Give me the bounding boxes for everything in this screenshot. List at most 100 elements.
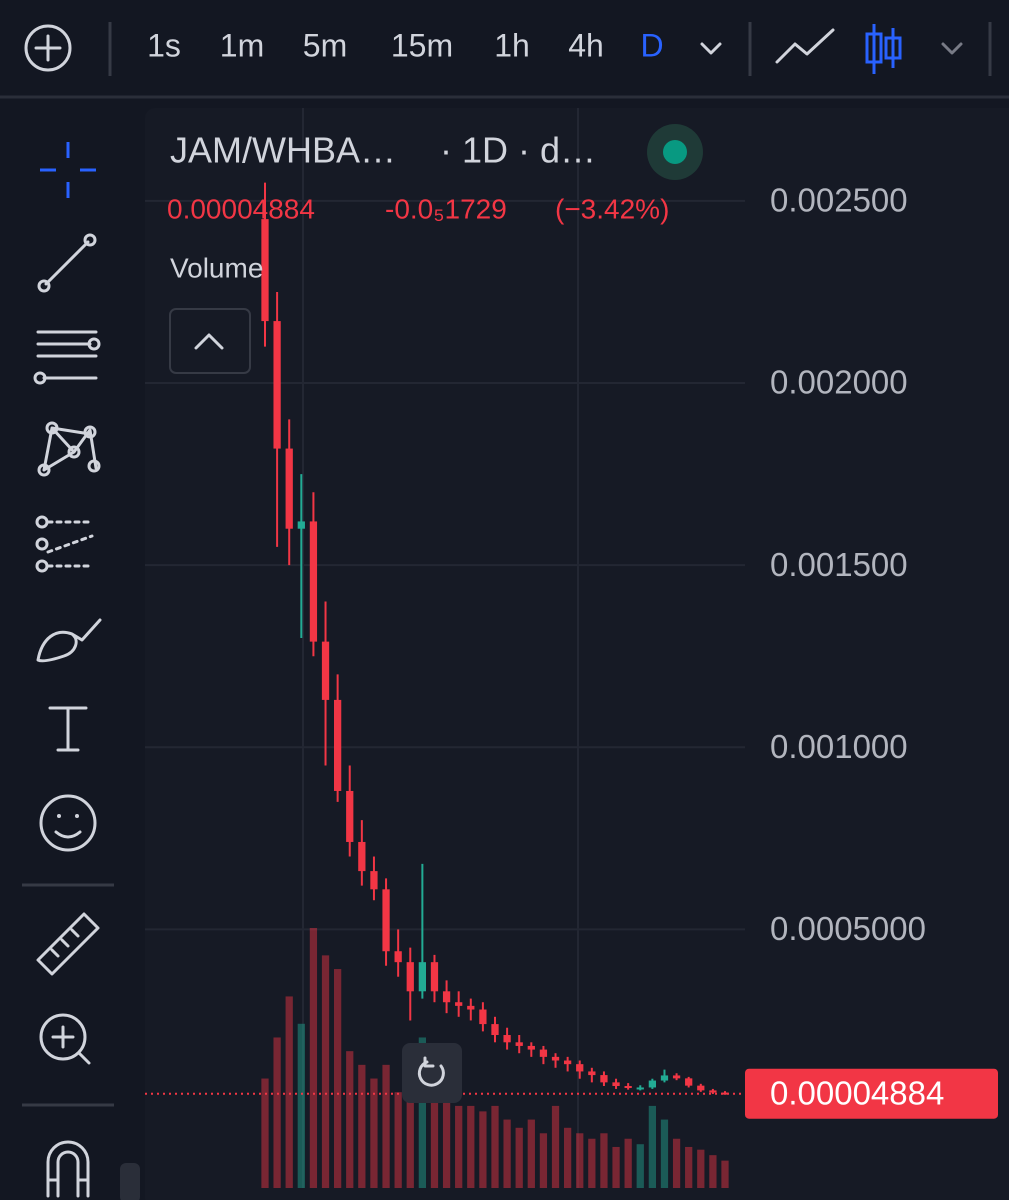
candle-body bbox=[382, 889, 390, 952]
chart-type-dropdown[interactable] bbox=[941, 42, 963, 55]
volume-bar bbox=[636, 1144, 644, 1188]
interval-exchange: · 1D · d… bbox=[440, 130, 596, 171]
candle-chart-button[interactable] bbox=[865, 24, 902, 74]
candle-body bbox=[479, 1009, 487, 1025]
price-axis-label: 0.002500 bbox=[770, 182, 908, 219]
change-percent: (−3.42%) bbox=[555, 193, 669, 224]
magnet-tool[interactable] bbox=[46, 1140, 90, 1198]
candle-body bbox=[697, 1085, 705, 1091]
candle-body bbox=[539, 1049, 548, 1057]
volume-bar bbox=[418, 1037, 426, 1188]
interval-button[interactable]: D bbox=[640, 27, 663, 63]
volume-bar bbox=[672, 1138, 681, 1188]
volume-bar bbox=[564, 1127, 572, 1188]
candle-body bbox=[648, 1080, 656, 1088]
volume-bar bbox=[442, 1092, 451, 1188]
pattern-tool[interactable] bbox=[37, 421, 101, 477]
candle-body bbox=[672, 1075, 681, 1079]
volume-bar bbox=[370, 1078, 378, 1188]
brush-tool[interactable] bbox=[36, 618, 102, 663]
interval-dropdown[interactable] bbox=[700, 42, 722, 55]
volume-bar bbox=[309, 928, 318, 1188]
volume-bar bbox=[551, 1105, 560, 1188]
candle-body bbox=[406, 962, 414, 992]
collapse-toolbar[interactable] bbox=[120, 1163, 140, 1200]
candle-body bbox=[551, 1056, 560, 1061]
volume-bar bbox=[346, 1051, 354, 1188]
measure-tool[interactable] bbox=[36, 912, 100, 976]
candle-body bbox=[503, 1035, 511, 1043]
volume-bar bbox=[576, 1133, 584, 1188]
candle-body bbox=[576, 1064, 584, 1072]
volume-bar bbox=[297, 1023, 305, 1188]
change: -0.0₅1729 bbox=[385, 193, 507, 224]
line-chart-button[interactable] bbox=[775, 28, 835, 64]
volume-bar bbox=[527, 1119, 535, 1188]
reset-button[interactable] bbox=[402, 1043, 462, 1103]
interval-button[interactable]: 15m bbox=[391, 27, 453, 63]
collapse-legend-button[interactable] bbox=[169, 308, 251, 374]
volume-bar bbox=[358, 1064, 366, 1188]
status-dot bbox=[663, 140, 687, 164]
candle-body bbox=[660, 1075, 669, 1081]
volume-bar bbox=[479, 1111, 487, 1188]
indicator-label: Volume bbox=[170, 252, 263, 283]
volume-bar bbox=[709, 1155, 717, 1188]
price: 0.00004884 bbox=[167, 193, 315, 224]
last-price-label: 0.00004884 bbox=[770, 1074, 944, 1111]
volume-bar bbox=[273, 1037, 281, 1188]
volume-bar bbox=[624, 1138, 632, 1188]
candle-body bbox=[685, 1078, 693, 1086]
volume-bar bbox=[394, 1092, 402, 1188]
candle-body bbox=[285, 448, 293, 529]
candle-body bbox=[515, 1042, 523, 1046]
price-axis-label: 0.0005000 bbox=[770, 910, 926, 947]
candle-body bbox=[467, 1005, 475, 1010]
left-toolbar bbox=[22, 142, 140, 1200]
candle-body bbox=[709, 1090, 717, 1093]
symbol[interactable]: JAM/WHBA… bbox=[170, 130, 396, 171]
interval-button[interactable]: 1h bbox=[494, 27, 530, 63]
add-button[interactable] bbox=[24, 24, 72, 72]
volume-bar bbox=[588, 1138, 596, 1188]
last-price-tag bbox=[745, 1068, 998, 1119]
interval-button[interactable]: 1s bbox=[147, 27, 181, 63]
volume-bar bbox=[430, 1078, 439, 1188]
candle-body bbox=[564, 1060, 572, 1065]
volume-bar bbox=[648, 1105, 656, 1188]
fib-tool[interactable] bbox=[33, 330, 101, 385]
candle-body bbox=[491, 1024, 499, 1036]
candle-body bbox=[273, 321, 281, 449]
candle-body bbox=[418, 962, 426, 992]
emoji-tool[interactable] bbox=[39, 794, 97, 852]
text-tool[interactable] bbox=[48, 706, 88, 752]
volume-bar bbox=[539, 1133, 548, 1188]
volume-bar bbox=[600, 1133, 608, 1188]
projection-tool[interactable] bbox=[35, 515, 94, 573]
candle-body bbox=[612, 1082, 620, 1087]
candle-body bbox=[358, 841, 366, 872]
volume-bar bbox=[334, 969, 342, 1188]
interval-button[interactable]: 1m bbox=[220, 27, 264, 63]
candle-body bbox=[721, 1092, 729, 1095]
volume-bar bbox=[697, 1149, 705, 1188]
candle-body bbox=[370, 871, 378, 890]
candle-body bbox=[455, 1002, 463, 1006]
trend-line-tool[interactable] bbox=[37, 233, 97, 293]
price-axis-label: 0.001000 bbox=[770, 728, 908, 765]
interval-button[interactable]: 5m bbox=[303, 27, 347, 63]
candle-body bbox=[588, 1071, 596, 1076]
zoom-tool[interactable] bbox=[39, 1013, 91, 1065]
candle-body bbox=[430, 962, 439, 992]
candle-body bbox=[442, 991, 451, 1003]
volume-bar bbox=[612, 1146, 620, 1188]
volume-bar bbox=[491, 1105, 499, 1188]
volume-bar bbox=[685, 1146, 693, 1188]
candle-body bbox=[346, 790, 354, 842]
crosshair-tool[interactable] bbox=[40, 142, 96, 198]
candle-body bbox=[527, 1045, 535, 1050]
candle-body bbox=[309, 521, 318, 642]
candle-body bbox=[624, 1086, 632, 1089]
interval-button[interactable]: 4h bbox=[568, 27, 604, 63]
